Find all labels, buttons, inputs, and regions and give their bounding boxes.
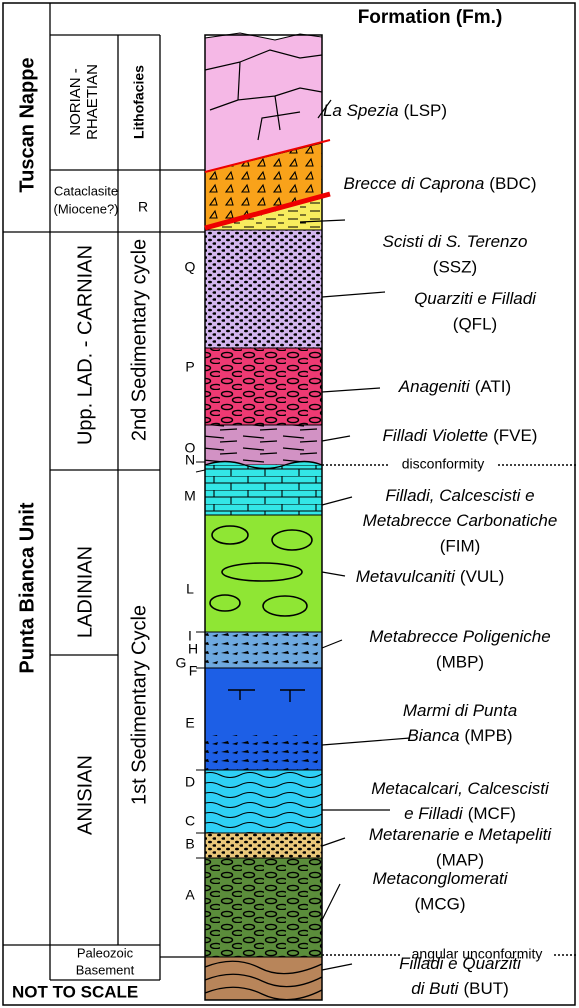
lithofacies-letter: C	[185, 813, 195, 829]
age-label: LADINIAN	[74, 546, 96, 638]
footer-note: NOT TO SCALE	[12, 982, 138, 1001]
formation-label: Filladi, Calcescisti e	[385, 486, 534, 505]
lithofacies-letter: P	[185, 359, 194, 375]
age-label: Upp. LAD. - CARNIAN	[74, 245, 96, 445]
formation-label: Scisti di S. Terenzo	[383, 232, 528, 251]
lithofacies-letter: A	[185, 887, 195, 903]
stratigraphic-column: disconformity angular unconformity Forma…	[0, 0, 579, 1008]
leader-line	[322, 497, 352, 505]
formation-abbr: (MPB)	[464, 726, 512, 745]
tick	[196, 470, 205, 472]
column-header: Lithofacies	[131, 65, 147, 139]
leader-line	[322, 292, 385, 297]
formation-label: Metavulcaniti(VUL)	[356, 567, 505, 586]
cycle-label: 1st Sedimentary Cycle	[128, 605, 150, 805]
formation-name: e Filladi	[404, 804, 464, 823]
contact-label: disconformity	[402, 456, 484, 472]
formation-label: Filladi e Quarziti	[399, 954, 522, 973]
formation-label: Anageniti(ATI)	[398, 377, 511, 396]
formation-abbr: (LSP)	[404, 101, 447, 120]
formation-name: Metavulcaniti	[356, 567, 456, 586]
formation-abbr: (FVE)	[493, 426, 537, 445]
formation-label: Metabrecce Carbonatiche	[363, 511, 558, 530]
formation-label: La Spezia (LSP)	[323, 101, 447, 120]
lithofacies-letter: G	[176, 655, 187, 671]
formation-name: di Buti	[411, 979, 459, 998]
leader-line	[322, 640, 342, 648]
age-label: RHAETIAN	[84, 64, 101, 140]
formation-label: di Buti(BUT)	[411, 979, 509, 998]
formation-name: Metabrecce Poligeniche	[369, 627, 550, 646]
formation-name: Filladi e Quarziti	[399, 954, 522, 973]
leader-line	[322, 572, 345, 576]
leader-line	[322, 964, 352, 970]
header-title: Formation (Fm.)	[358, 7, 503, 28]
formation-abbr: (ATI)	[475, 377, 512, 396]
formation-name: Anageniti	[398, 377, 471, 396]
formation-label: Marmi di Punta	[403, 701, 517, 720]
leader-line	[322, 436, 350, 441]
formation-abbr: (MAP)	[436, 850, 484, 869]
formation-abbr: (VUL)	[460, 567, 504, 586]
formation-label: Metaconglomerati	[372, 869, 508, 888]
formation-name: Quarziti e Filladi	[414, 289, 537, 308]
formation-abbr: (BUT)	[463, 979, 508, 998]
formation-name: Bianca	[407, 726, 459, 745]
age-label: NORIAN -	[67, 68, 84, 136]
formation-label: e Filladi(MCF)	[404, 804, 516, 823]
formation-name: Metarenarie e Metapeliti	[369, 825, 553, 844]
age-label: Cataclasite	[54, 183, 118, 198]
lithofacies-letter: F	[189, 663, 198, 679]
formation-abbr: (QFL)	[453, 314, 497, 333]
formation-name: Scisti di S. Terenzo	[383, 232, 528, 251]
age-label: ANISIAN	[74, 755, 96, 835]
formation-name: Metacalcari, Calcescisti	[371, 779, 550, 798]
unit-label: Punta Bianca Unit	[16, 502, 38, 673]
formation-name: Brecce di Caprona	[343, 174, 484, 193]
formation-abbr: (MBP)	[436, 652, 484, 671]
formation-name: Metaconglomerati	[372, 869, 508, 888]
lithofacies-letter: N	[185, 452, 195, 468]
formation-name: Metabrecce Carbonatiche	[363, 511, 558, 530]
formation-name: Filladi Violette	[383, 426, 489, 445]
formation-name: Filladi, Calcescisti e	[385, 486, 534, 505]
leader-line	[322, 738, 410, 745]
lithofacies-letter: B	[185, 836, 194, 852]
formation-name: Marmi di Punta	[403, 701, 517, 720]
formation-label: Metacalcari, Calcescisti	[371, 779, 550, 798]
lithofacies-letter: Q	[185, 259, 196, 275]
cycle-label: 2nd Sedimentary cycle	[128, 239, 150, 441]
formation-label: Brecce di Caprona (BDC)	[343, 174, 536, 193]
lithofacies-letter: L	[186, 581, 194, 597]
age-label: (Miocene?)	[53, 201, 118, 216]
formation-abbr: (BDC)	[489, 174, 536, 193]
leader-line	[322, 884, 340, 920]
formation-label: Metarenarie e Metapeliti	[369, 825, 553, 844]
lithofacies-letter: E	[185, 715, 194, 731]
age-label: Basement	[76, 962, 135, 977]
unit-label: Tuscan Nappe	[16, 57, 38, 192]
leader-line	[322, 838, 345, 846]
formation-label: Bianca (MPB)	[407, 726, 512, 745]
lithofacies-letter: D	[185, 774, 195, 790]
column	[205, 33, 330, 1000]
formation-label: Quarziti e Filladi	[414, 289, 537, 308]
formation-abbr: (FIM)	[440, 536, 481, 555]
age-label: Paleozoic	[77, 945, 134, 960]
formation-abbr: (MCG)	[415, 894, 466, 913]
formation-label: Metabrecce Poligeniche	[369, 627, 550, 646]
lithofacies-letter: R	[138, 199, 148, 215]
formation-name: La Spezia	[323, 101, 399, 120]
formation-abbr: (MCF)	[468, 804, 516, 823]
formation-labels: La Spezia (LSP) Brecce di Caprona (BDC) Scis…	[300, 100, 557, 998]
leader-line	[322, 388, 380, 392]
formation-abbr: (SSZ)	[433, 257, 477, 276]
lithofacies-letter: M	[184, 488, 196, 504]
formation-label: Filladi Violette(FVE)	[383, 426, 538, 445]
lithofacies-letter: H	[188, 641, 198, 657]
